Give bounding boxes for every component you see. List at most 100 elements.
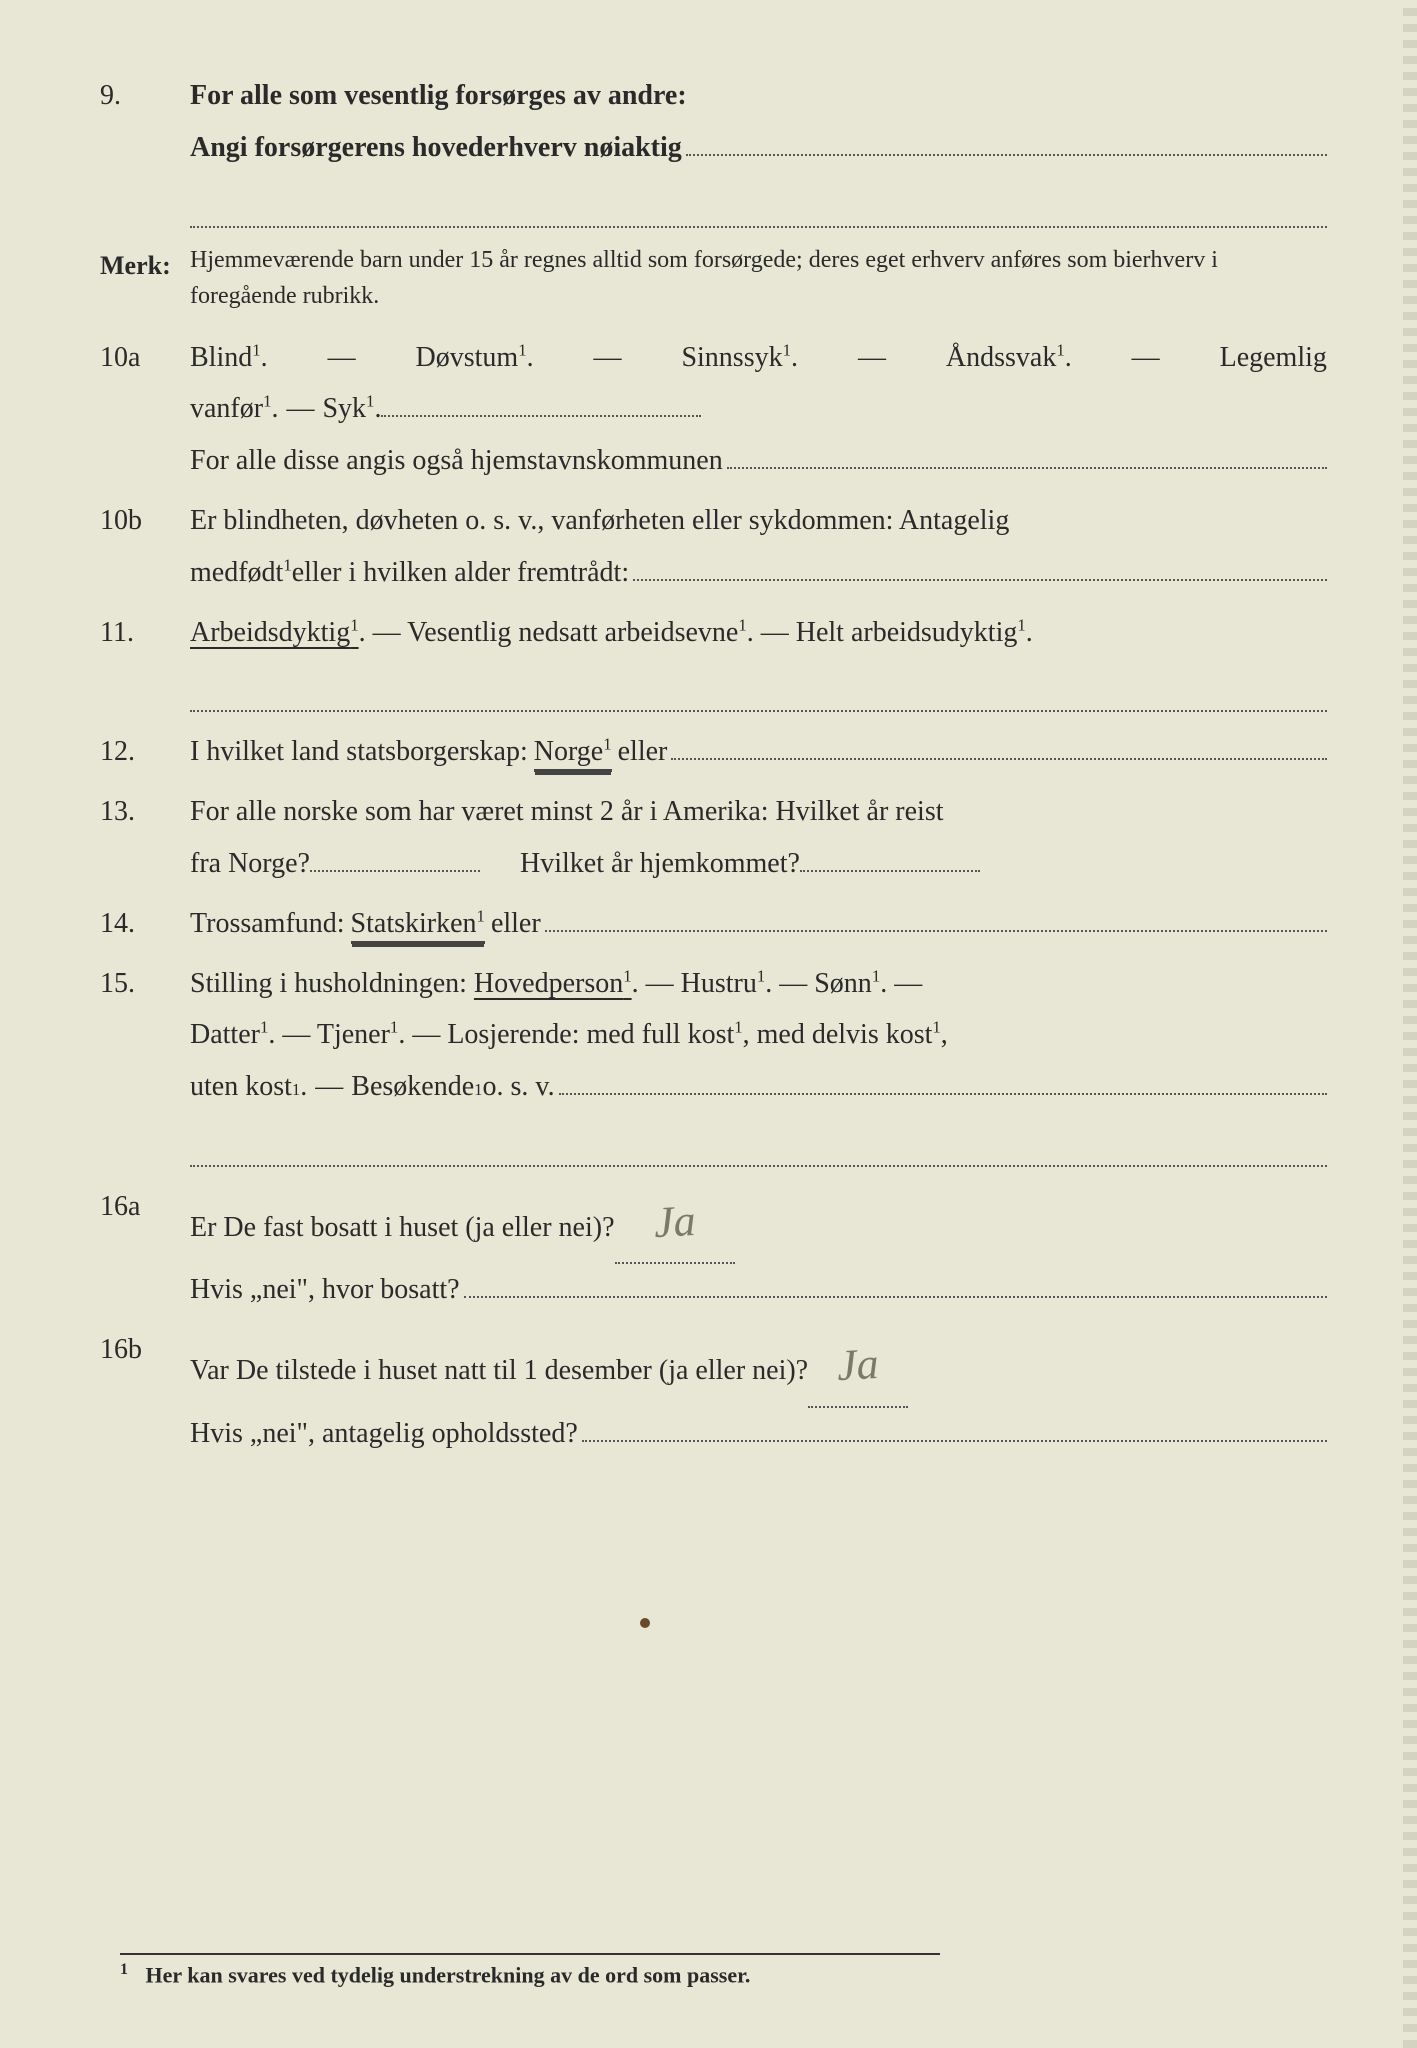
question-10a: 10a Blind1. — Døvstum1. — Sinnssyk1. — Å… bbox=[100, 332, 1327, 487]
opt-statskirken: Statskirken bbox=[351, 908, 477, 939]
q14-text: Trossamfund: bbox=[190, 898, 345, 950]
q13-fra: fra Norge? bbox=[190, 838, 310, 890]
merk-label: Merk: bbox=[100, 242, 190, 314]
ink-spot bbox=[640, 1618, 650, 1628]
q10b-blank[interactable] bbox=[633, 551, 1327, 581]
perforation-edge bbox=[1403, 0, 1417, 2048]
q16a-hvis: Hvis „nei", hvor bosatt? bbox=[190, 1264, 460, 1316]
q13-line2: fra Norge? Hvilket år hjemkommet? bbox=[190, 838, 1327, 890]
q9-line1: For alle som vesentlig forsørges av andr… bbox=[190, 70, 1327, 122]
opt-losjerende: Losjerende: med full kost bbox=[447, 1019, 734, 1050]
sep: — bbox=[315, 1061, 343, 1113]
q10b-line2: medfødt1 eller i hvilken alder fremtrådt… bbox=[190, 547, 1327, 599]
q10a-content: Blind1. — Døvstum1. — Sinnssyk1. — Åndss… bbox=[190, 332, 1327, 487]
q10a-line3: For alle disse angis også hjemstavnskomm… bbox=[190, 435, 1327, 487]
q10a-line3-text: For alle disse angis også hjemstavnskomm… bbox=[190, 435, 723, 487]
opt-tjener: Tjener bbox=[317, 1019, 390, 1050]
q15-number: 15. bbox=[100, 958, 190, 1113]
q9-line2-text: Angi forsørgerens hovederhverv nøiaktig bbox=[190, 122, 682, 174]
question-16b: 16b Var De tilstede i huset natt til 1 d… bbox=[100, 1324, 1327, 1459]
q10b-number: 10b bbox=[100, 495, 190, 599]
question-15: 15. Stilling i husholdningen: Hovedperso… bbox=[100, 958, 1327, 1113]
q10b-content: Er blindheten, døvheten o. s. v., vanfør… bbox=[190, 495, 1327, 599]
q16a-answer-field[interactable]: Ja bbox=[615, 1181, 735, 1264]
q15-line1: Stilling i husholdningen: Hovedperson1. … bbox=[190, 958, 1327, 1010]
q10a-blank[interactable] bbox=[381, 415, 701, 417]
q13-blank1[interactable] bbox=[310, 870, 480, 872]
q10a-line2: vanfør1. — Syk1. bbox=[190, 383, 1327, 435]
q16a-number: 16a bbox=[100, 1181, 190, 1316]
opt-dovstum: Døvstum bbox=[416, 342, 519, 373]
q10b-medfodt: medfødt bbox=[190, 557, 283, 588]
question-14: 14. Trossamfund: Statskirken1 eller bbox=[100, 898, 1327, 950]
q15-blank[interactable] bbox=[559, 1065, 1327, 1095]
q12-blank[interactable] bbox=[671, 730, 1327, 760]
opt-datter: Datter bbox=[190, 1019, 260, 1050]
sep: — bbox=[594, 332, 622, 384]
q9-line2: Angi forsørgerens hovederhverv nøiaktig bbox=[190, 122, 1327, 174]
merk-note: Merk: Hjemmeværende barn under 15 år reg… bbox=[100, 242, 1327, 314]
opt-andssvak: Åndssvak bbox=[946, 342, 1056, 373]
q13-blank2[interactable] bbox=[800, 870, 980, 872]
q10a-line1: Blind1. — Døvstum1. — Sinnssyk1. — Åndss… bbox=[190, 332, 1327, 384]
sep: — bbox=[779, 968, 814, 999]
opt-besokende: Besøkende bbox=[351, 1061, 474, 1113]
q16b-question: Var De tilstede i huset natt til 1 desem… bbox=[190, 1345, 808, 1397]
q16a-line2: Hvis „nei", hvor bosatt? bbox=[190, 1264, 1327, 1316]
q9-number: 9. bbox=[100, 70, 190, 174]
sep: — bbox=[328, 332, 356, 384]
footnote: 1 Her kan svares ved tydelig understrekn… bbox=[120, 1953, 940, 1988]
opt-hustru: Hustru bbox=[681, 968, 757, 999]
q16b-blank[interactable] bbox=[582, 1412, 1327, 1442]
opt-sinnssyk: Sinnssyk bbox=[681, 342, 782, 373]
question-9: 9. For alle som vesentlig forsørges av a… bbox=[100, 70, 1327, 174]
q15-pre: Stilling i husholdningen: bbox=[190, 968, 474, 999]
sep: — bbox=[1132, 332, 1160, 384]
opt-nedsatt: Vesentlig nedsatt arbeidsevne bbox=[407, 617, 738, 648]
q16b-answer-field[interactable]: Ja bbox=[808, 1324, 908, 1407]
question-13: 13. For alle norske som har været minst … bbox=[100, 786, 1327, 890]
footnote-number: 1 bbox=[120, 1961, 128, 1978]
merk-text: Hjemmeværende barn under 15 år regnes al… bbox=[190, 242, 1327, 314]
q16a-answer: Ja bbox=[642, 1179, 708, 1263]
opt-arbeidsdyktig: Arbeidsdyktig bbox=[190, 617, 350, 648]
sep: — bbox=[646, 968, 681, 999]
opt-udyktig: Helt arbeidsudyktig bbox=[796, 617, 1018, 648]
q16a-content: Er De fast bosatt i huset (ja eller nei)… bbox=[190, 1181, 1327, 1316]
opt-syk: Syk bbox=[322, 393, 366, 424]
blank-line[interactable] bbox=[190, 182, 1327, 228]
q16b-number: 16b bbox=[100, 1324, 190, 1459]
opt-norge: Norge bbox=[534, 736, 603, 767]
footnote-text: Her kan svares ved tydelig understreknin… bbox=[146, 1962, 751, 1987]
q14-blank[interactable] bbox=[545, 902, 1327, 932]
q12-number: 12. bbox=[100, 726, 190, 778]
question-10b: 10b Er blindheten, døvheten o. s. v., va… bbox=[100, 495, 1327, 599]
question-16a: 16a Er De fast bosatt i huset (ja eller … bbox=[100, 1181, 1327, 1316]
q12-content: I hvilket land statsborgerskap: Norge1 e… bbox=[190, 726, 1327, 778]
q16a-question: Er De fast bosatt i huset (ja eller nei)… bbox=[190, 1202, 615, 1254]
q14-content: Trossamfund: Statskirken1 eller bbox=[190, 898, 1327, 950]
opt-sonn: Sønn bbox=[814, 968, 872, 999]
blank-line[interactable] bbox=[190, 1121, 1327, 1167]
q9-blank[interactable] bbox=[686, 126, 1327, 156]
opt-vanfor: vanfør bbox=[190, 393, 263, 424]
opt-legemlig: Legemlig bbox=[1220, 332, 1327, 384]
sep: — bbox=[894, 968, 922, 999]
opt-blind: Blind bbox=[190, 342, 252, 373]
q10a-blank2[interactable] bbox=[727, 439, 1327, 469]
q15-line3: uten kost1. — Besøkende1 o. s. v. bbox=[190, 1061, 1327, 1113]
q12-text: I hvilket land statsborgerskap: bbox=[190, 726, 528, 778]
q16b-answer: Ja bbox=[825, 1323, 891, 1407]
blank-line[interactable] bbox=[190, 666, 1327, 712]
q16b-line2: Hvis „nei", antagelig opholdssted? bbox=[190, 1408, 1327, 1460]
q13-number: 13. bbox=[100, 786, 190, 890]
q16b-hvis: Hvis „nei", antagelig opholdssted? bbox=[190, 1408, 578, 1460]
q15-content: Stilling i husholdningen: Hovedperson1. … bbox=[190, 958, 1327, 1113]
opt-uten: uten kost bbox=[190, 1061, 292, 1113]
q16a-blank[interactable] bbox=[464, 1268, 1327, 1298]
q15-osv: o. s. v. bbox=[483, 1061, 555, 1113]
q15-line2: Datter1. — Tjener1. — Losjerende: med fu… bbox=[190, 1009, 1327, 1061]
opt-hovedperson: Hovedperson bbox=[474, 968, 623, 999]
sep: — bbox=[282, 1019, 317, 1050]
sep: — bbox=[858, 332, 886, 384]
